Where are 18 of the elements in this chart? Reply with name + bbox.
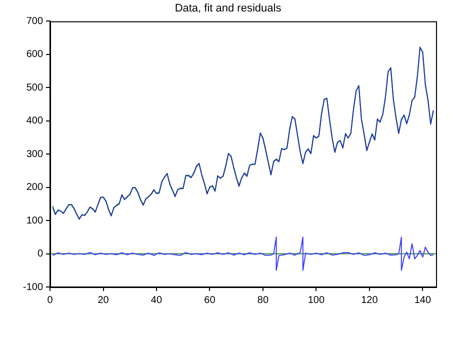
x-tick-label: 0	[47, 294, 54, 306]
x-tick-label: 80	[257, 294, 269, 306]
y-tick-label: 300	[26, 148, 44, 160]
y-tick-label: 400	[26, 116, 44, 127]
y-tick-label: 200	[26, 182, 44, 194]
y-tick-label: -100	[23, 282, 44, 293]
y-tick-label: 0	[37, 248, 44, 260]
y-tick-label: 500	[26, 82, 44, 94]
y-tick-label: 600	[26, 49, 44, 60]
y-tick-label: 700	[26, 16, 44, 27]
x-tick-label: 120	[361, 294, 378, 306]
x-tick-label: 100	[308, 294, 325, 306]
y-tick-label: 100	[26, 215, 44, 226]
x-tick-label: 40	[150, 294, 162, 306]
x-tick-label: 140	[414, 294, 432, 306]
x-tick-label: 20	[98, 294, 110, 306]
chart-title: Data, fit and residuals	[174, 2, 282, 15]
x-tick-label: 60	[204, 294, 216, 306]
